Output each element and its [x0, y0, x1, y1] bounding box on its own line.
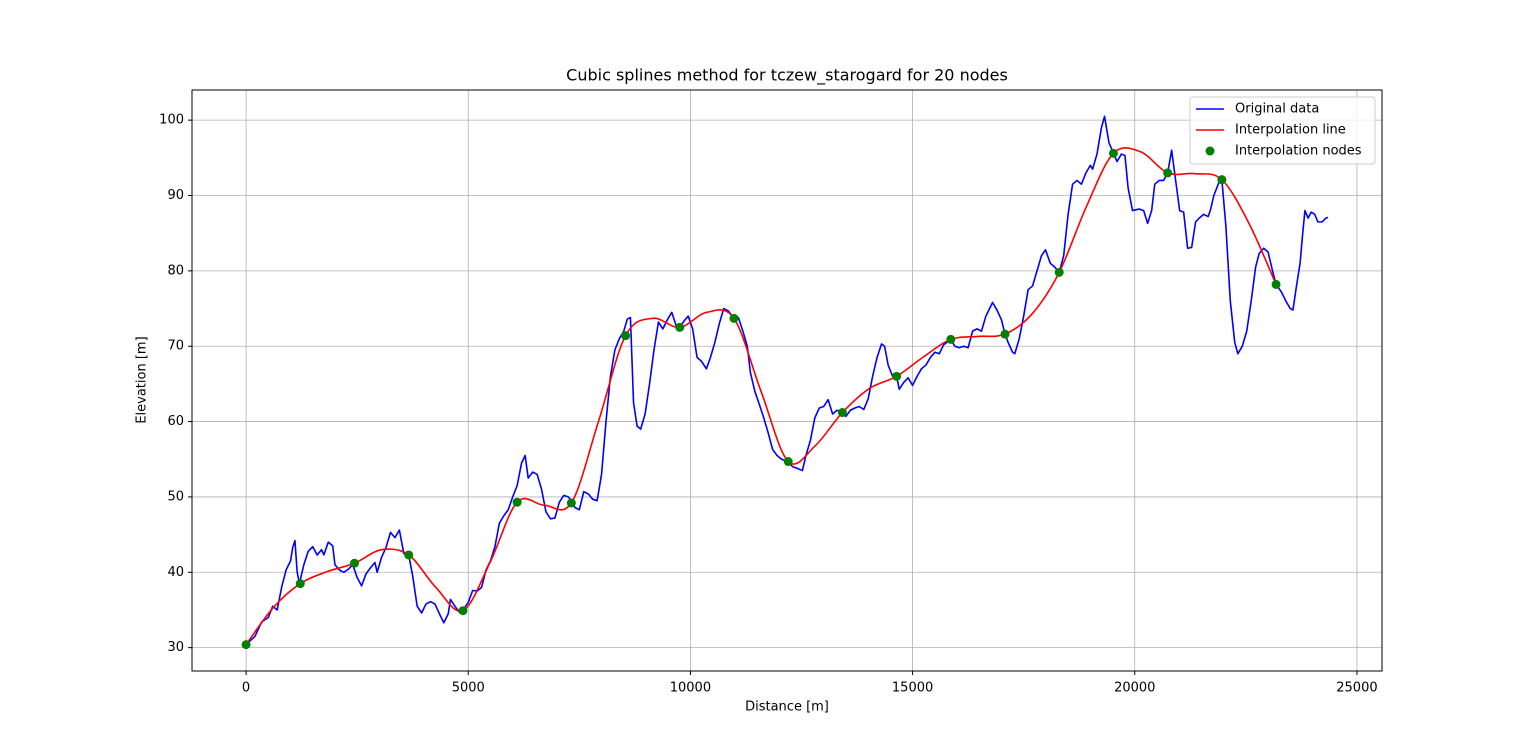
data-point: [621, 331, 631, 341]
data-point: [892, 371, 902, 381]
grid: 0 5000 10000 15000 20000 25000 30 40 50 60 70 80 90 1…: [159, 90, 1382, 696]
y-tick-label: 30: [167, 640, 184, 655]
data-point: [675, 322, 685, 332]
legend-label: Original data: [1235, 102, 1319, 117]
data-point: [1217, 175, 1227, 185]
y-tick-label: 80: [167, 263, 184, 278]
data-point: [1108, 148, 1118, 158]
x-tick-label: 20000: [1114, 681, 1155, 696]
data-point: [458, 606, 468, 616]
y-tick-label: 40: [167, 565, 184, 580]
y-axis-label: Elevation [m]: [135, 336, 150, 423]
data-point: [349, 558, 359, 568]
x-tick-label: 0: [242, 681, 250, 696]
data-point: [512, 497, 522, 507]
x-tick-label: 15000: [892, 681, 933, 696]
data-line: [245, 115, 1329, 646]
axes-frame: [191, 89, 1383, 672]
y-tick-label: 100: [159, 113, 184, 128]
y-tick-label: 90: [167, 188, 184, 203]
data-point: [295, 579, 305, 589]
data-point: [783, 457, 793, 467]
data-point: [1054, 267, 1064, 277]
chart-title: Cubic splines method for tczew_starogard…: [566, 66, 1008, 86]
x-axis-label: Distance [m]: [745, 700, 829, 715]
data-point: [1271, 279, 1281, 289]
data-point: [566, 498, 576, 508]
data-point: [946, 334, 956, 344]
y-tick-label: 50: [167, 489, 184, 504]
legend-box: [1189, 96, 1376, 165]
data-point: [729, 313, 739, 323]
legend-label: Interpolation nodes: [1235, 144, 1362, 159]
x-tick-label: 25000: [1336, 681, 1377, 696]
data-point: [1163, 168, 1173, 178]
legend: Original data Interpolation line Interpola…: [1189, 96, 1376, 165]
y-tick-label: 60: [167, 414, 184, 429]
legend-marker: [1205, 146, 1215, 156]
x-tick-label: 10000: [670, 681, 711, 696]
data-point: [1000, 329, 1010, 339]
legend-label: Interpolation line: [1235, 123, 1346, 138]
data-point: [241, 640, 251, 650]
y-tick-label: 70: [167, 339, 184, 354]
data-line: [245, 147, 1277, 646]
data-point: [837, 408, 847, 418]
data-point: [404, 550, 414, 560]
x-tick-label: 5000: [452, 681, 485, 696]
plot-area: [241, 115, 1329, 650]
